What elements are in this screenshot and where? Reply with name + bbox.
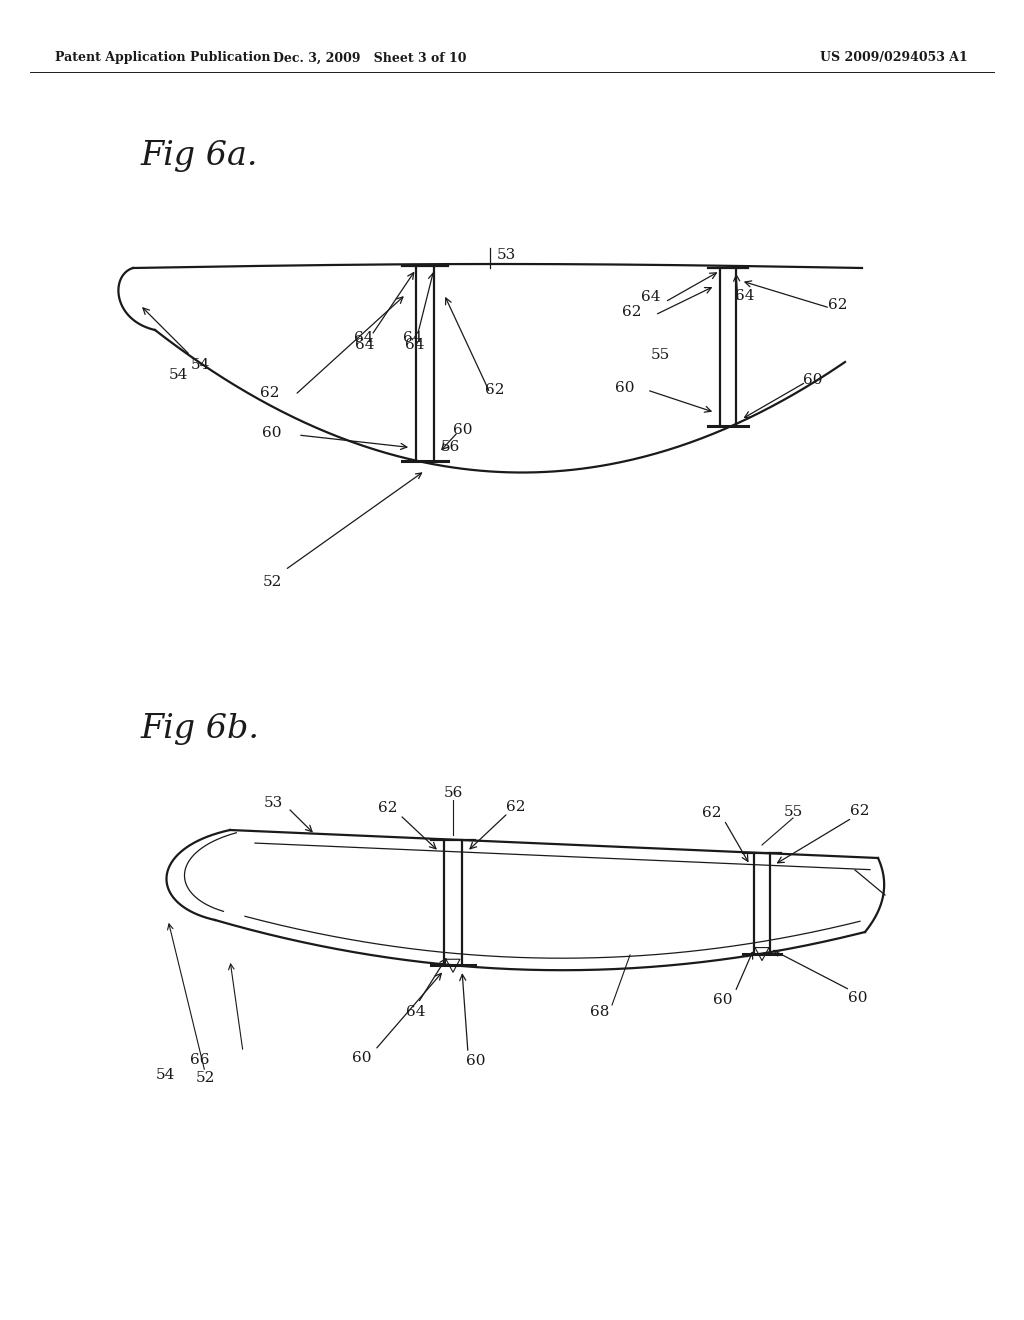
Text: Fig 6b.: Fig 6b.	[140, 713, 259, 744]
Text: Fig 6a.: Fig 6a.	[140, 140, 257, 172]
Text: 68: 68	[590, 1005, 609, 1019]
Text: 62: 62	[378, 801, 397, 814]
Text: 56: 56	[440, 440, 460, 454]
Text: 60: 60	[615, 381, 635, 395]
Text: 62: 62	[702, 807, 722, 820]
Text: 66: 66	[190, 1053, 210, 1067]
Text: Patent Application Publication: Patent Application Publication	[55, 51, 270, 65]
Text: 54: 54	[143, 308, 210, 372]
Text: 62: 62	[260, 385, 280, 400]
Text: US 2009/0294053 A1: US 2009/0294053 A1	[820, 51, 968, 65]
Text: 54: 54	[156, 1068, 175, 1082]
Text: 60: 60	[803, 374, 822, 387]
Text: 62: 62	[850, 804, 869, 818]
Text: 62: 62	[485, 383, 505, 397]
Text: 64: 64	[735, 289, 755, 304]
Text: Dec. 3, 2009   Sheet 3 of 10: Dec. 3, 2009 Sheet 3 of 10	[273, 51, 467, 65]
Text: 60: 60	[262, 426, 282, 440]
Text: 55: 55	[783, 805, 803, 818]
Text: 64: 64	[641, 290, 660, 304]
Text: 64: 64	[403, 331, 423, 345]
Text: 60: 60	[454, 422, 473, 437]
Text: 64: 64	[354, 331, 374, 345]
Text: 55: 55	[650, 348, 670, 362]
Text: 62: 62	[506, 800, 525, 814]
Text: 60: 60	[714, 993, 733, 1007]
Text: 53: 53	[497, 248, 516, 261]
Text: 56: 56	[443, 785, 463, 800]
Text: 53: 53	[263, 796, 283, 810]
Text: 64: 64	[406, 273, 434, 352]
Text: 52: 52	[196, 1071, 215, 1085]
Text: 60: 60	[848, 991, 867, 1005]
Text: 62: 62	[623, 305, 642, 319]
Text: 60: 60	[466, 1053, 485, 1068]
Text: 64: 64	[355, 273, 414, 352]
Text: 62: 62	[828, 298, 848, 312]
Text: 54: 54	[168, 368, 187, 381]
Text: 52: 52	[262, 576, 282, 589]
Text: 64: 64	[407, 1005, 426, 1019]
Text: 60: 60	[352, 1051, 372, 1065]
